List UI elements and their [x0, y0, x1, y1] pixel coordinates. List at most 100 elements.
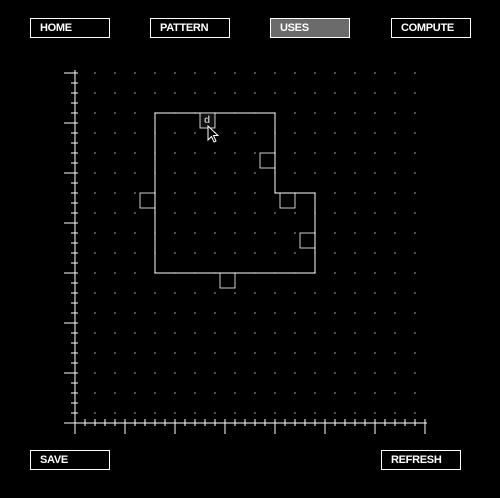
door-handle-bottom[interactable]	[219, 272, 236, 289]
grid-dot	[194, 372, 196, 374]
grid-dot	[134, 332, 136, 334]
grid-dot	[354, 352, 356, 354]
grid-dot	[394, 312, 396, 314]
grid-dot	[294, 112, 296, 114]
grid-dot	[294, 172, 296, 174]
grid-dot	[314, 72, 316, 74]
grid-dot	[374, 152, 376, 154]
grid-dot	[414, 132, 416, 134]
grid-dot	[94, 292, 96, 294]
grid-dot	[354, 232, 356, 234]
grid-dot	[234, 312, 236, 314]
grid-dot	[394, 412, 396, 414]
grid-dot	[254, 332, 256, 334]
grid-dot	[174, 192, 176, 194]
grid-dot	[194, 72, 196, 74]
grid-dot	[294, 352, 296, 354]
grid-dot	[394, 292, 396, 294]
grid-dot	[134, 412, 136, 414]
compute-button[interactable]: COMPUTE	[391, 18, 471, 38]
grid-dot	[254, 92, 256, 94]
door-handle-right[interactable]	[299, 232, 316, 249]
grid-dot	[154, 392, 156, 394]
grid-dot	[114, 352, 116, 354]
grid-dot	[154, 372, 156, 374]
uses-button[interactable]: USES	[270, 18, 350, 38]
grid-dot	[114, 212, 116, 214]
grid-dot	[414, 112, 416, 114]
grid-dot	[94, 372, 96, 374]
grid-dot	[234, 152, 236, 154]
grid-dot	[94, 272, 96, 274]
grid-dot	[354, 252, 356, 254]
grid-dot	[154, 332, 156, 334]
grid-dot	[234, 192, 236, 194]
grid-dot	[334, 292, 336, 294]
grid-dot	[274, 92, 276, 94]
grid-dot	[134, 192, 136, 194]
grid-dot	[134, 92, 136, 94]
grid-dot	[394, 152, 396, 154]
pattern-button[interactable]: PATTERN	[150, 18, 230, 38]
grid-dot	[414, 312, 416, 314]
room-outline[interactable]	[154, 112, 316, 274]
grid-dot	[274, 252, 276, 254]
door-handle-left[interactable]	[139, 192, 156, 209]
grid-dot	[234, 132, 236, 134]
grid-dot	[254, 392, 256, 394]
grid-dot	[214, 212, 216, 214]
grid-dot	[394, 112, 396, 114]
grid-dot	[294, 212, 296, 214]
grid-dot	[134, 132, 136, 134]
grid-dot	[274, 332, 276, 334]
grid-dot	[254, 292, 256, 294]
grid-dot	[394, 352, 396, 354]
grid-dot	[134, 172, 136, 174]
grid-dot	[274, 352, 276, 354]
grid-dot	[374, 132, 376, 134]
grid-dot	[214, 312, 216, 314]
grid-dot	[174, 212, 176, 214]
grid-dot	[194, 292, 196, 294]
grid-dot	[234, 392, 236, 394]
grid-dot	[394, 252, 396, 254]
grid-dot	[214, 352, 216, 354]
grid-dot	[114, 272, 116, 274]
grid-dot	[354, 132, 356, 134]
door-handle-step[interactable]	[279, 192, 296, 209]
grid-dot	[314, 392, 316, 394]
grid-dot	[134, 232, 136, 234]
grid-dot	[234, 212, 236, 214]
home-button[interactable]: HOME	[30, 18, 110, 38]
grid-dot	[114, 412, 116, 414]
grid-dot	[374, 112, 376, 114]
grid-dot	[354, 292, 356, 294]
grid-dot	[314, 312, 316, 314]
grid-dot	[414, 412, 416, 414]
grid-dot	[194, 92, 196, 94]
grid-dot	[94, 392, 96, 394]
grid-dot	[294, 92, 296, 94]
refresh-button[interactable]: REFRESH	[381, 450, 461, 470]
grid-dot	[234, 232, 236, 234]
grid-dot	[174, 152, 176, 154]
grid-dot	[134, 212, 136, 214]
door-handle-inner-right[interactable]	[259, 152, 276, 169]
grid-dot	[334, 252, 336, 254]
grid-dot	[194, 412, 196, 414]
grid-dot	[354, 152, 356, 154]
grid-dot	[154, 412, 156, 414]
grid-dot	[254, 372, 256, 374]
grid-dot	[374, 372, 376, 374]
grid-dot	[374, 92, 376, 94]
grid-dot	[94, 232, 96, 234]
grid-dot	[314, 332, 316, 334]
arrow-cursor-icon	[207, 124, 220, 143]
grid-dot	[194, 232, 196, 234]
grid-dot	[174, 352, 176, 354]
grid-dot	[94, 152, 96, 154]
grid-dots	[94, 72, 416, 414]
grid-dot	[94, 252, 96, 254]
save-button[interactable]: SAVE	[30, 450, 110, 470]
